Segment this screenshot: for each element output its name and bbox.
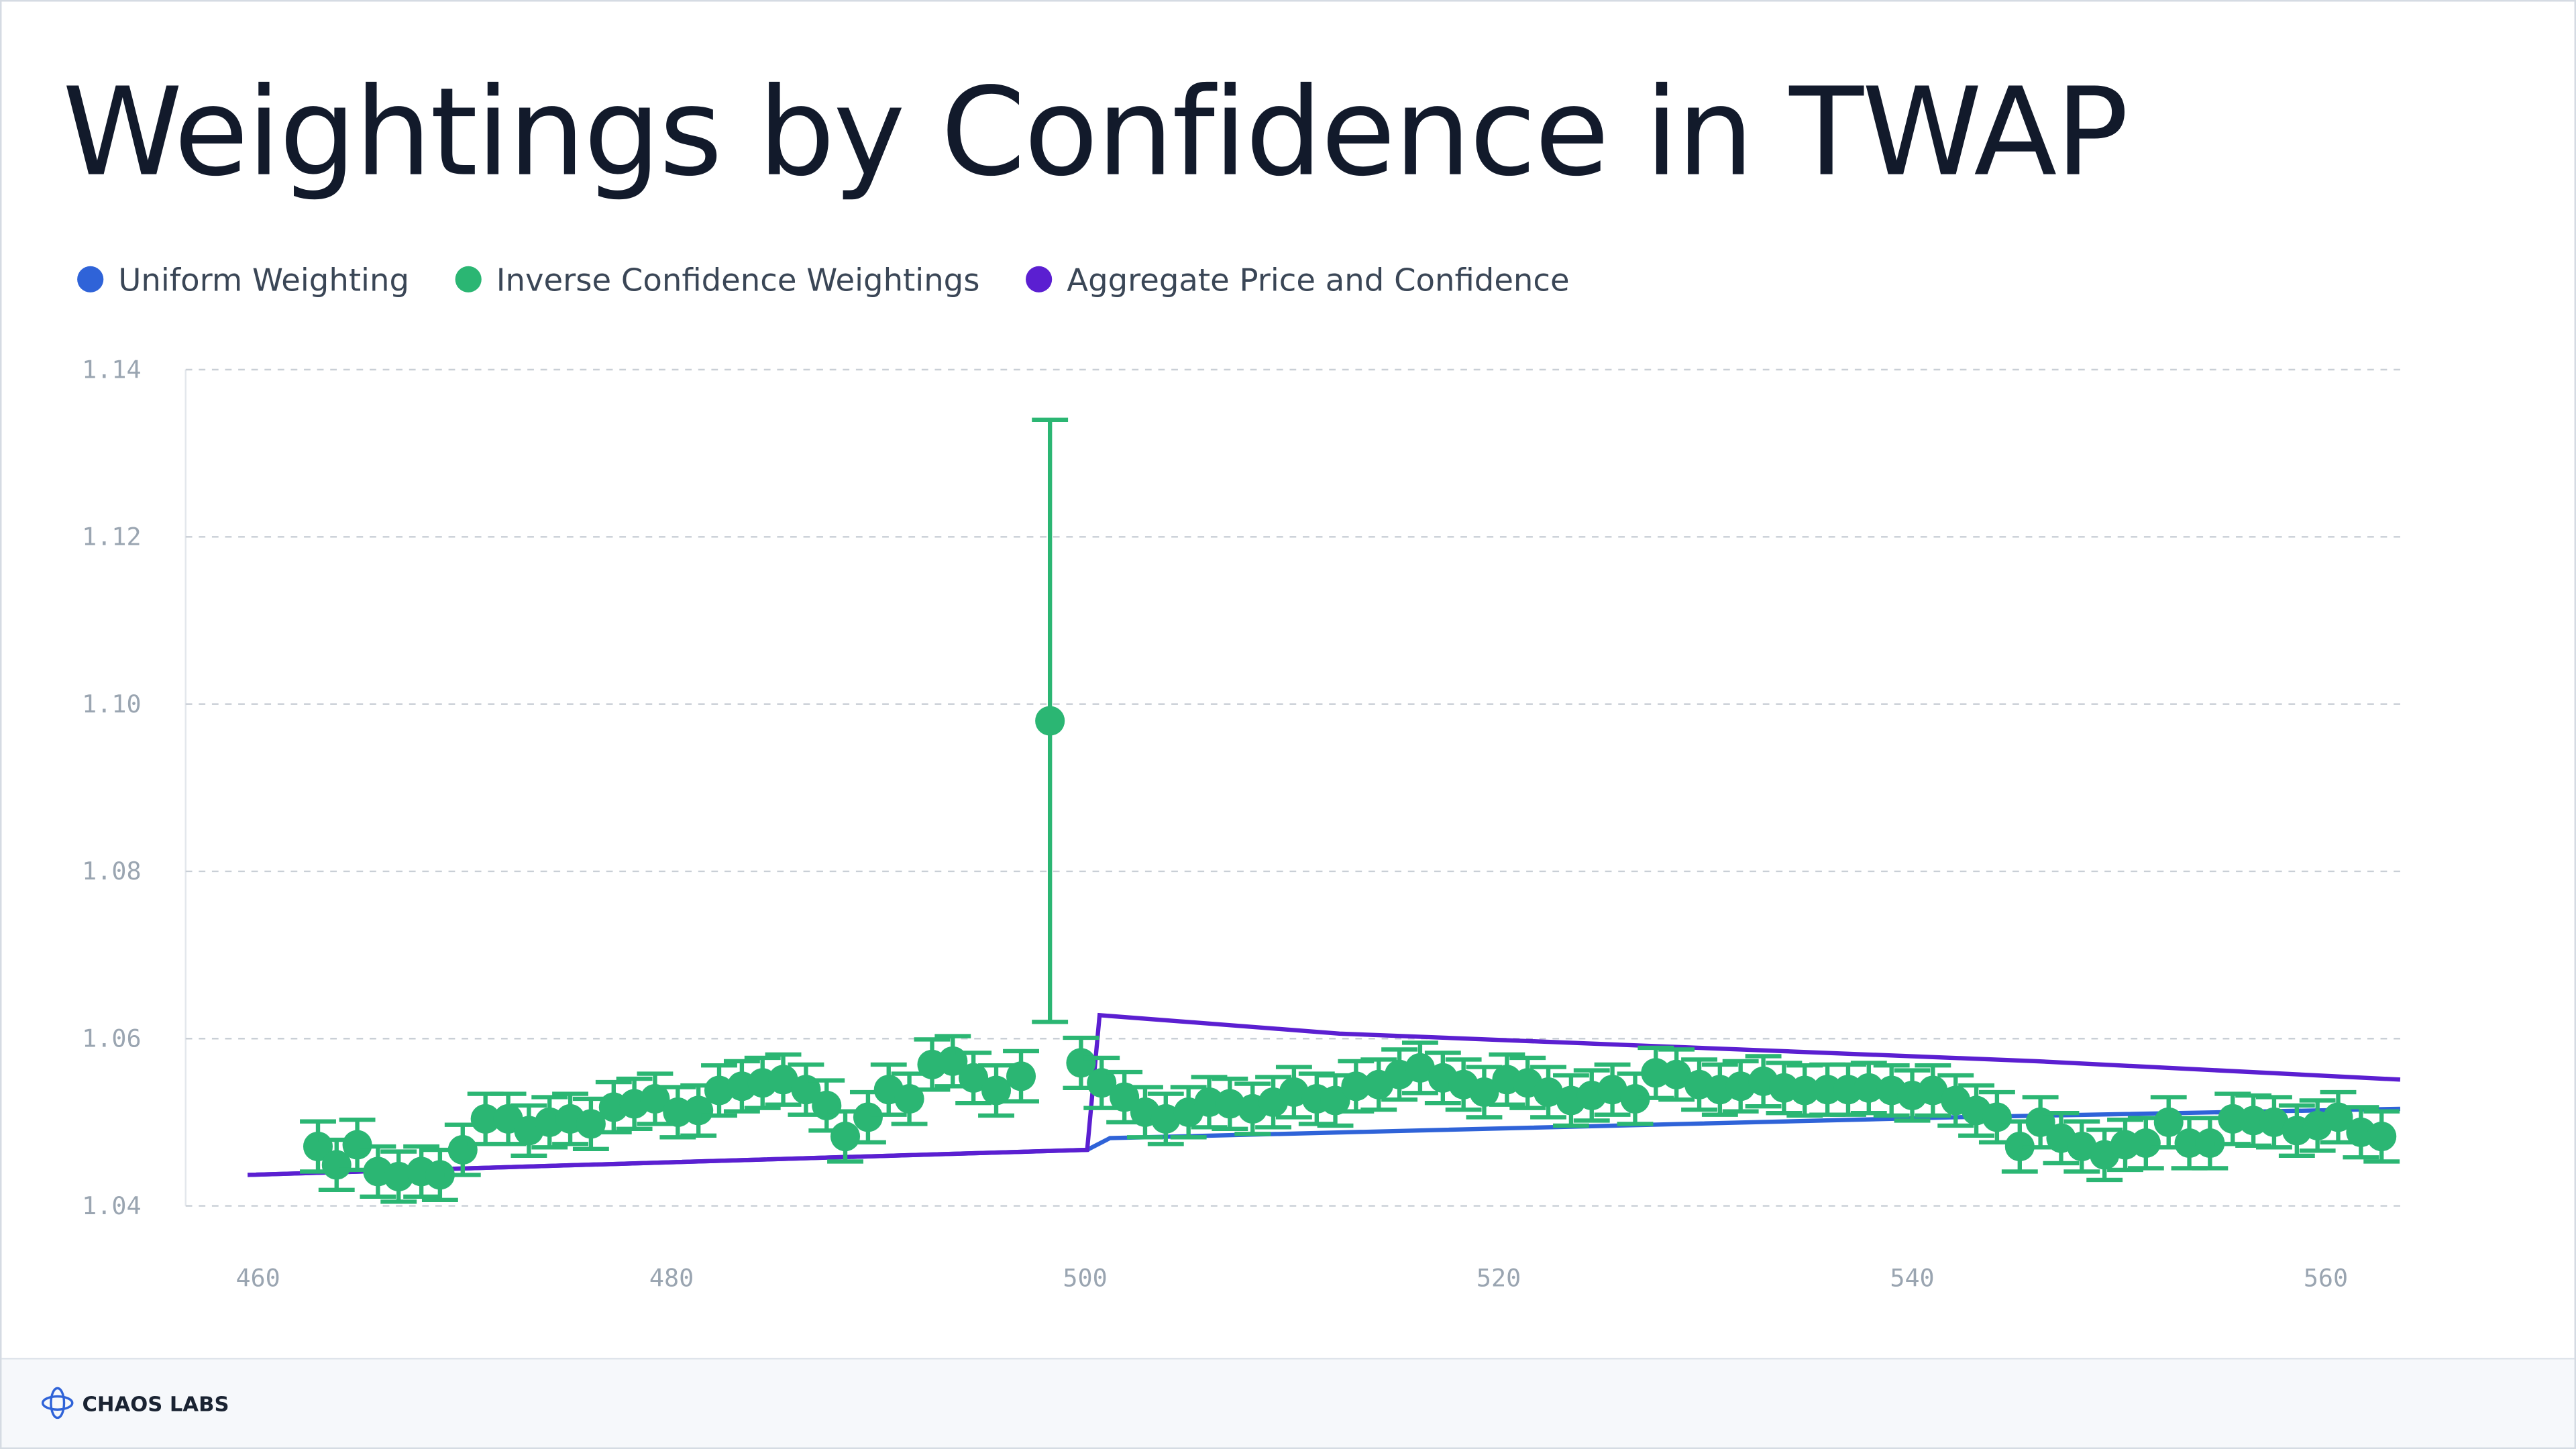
logo: [41, 1387, 74, 1419]
x-tick-label: 460: [235, 1264, 280, 1293]
point: [425, 1160, 455, 1190]
point: [1790, 1075, 1820, 1106]
y-tick-label: 1.10: [82, 690, 141, 718]
point: [684, 1095, 714, 1126]
point: [2259, 1107, 2289, 1137]
point: [1620, 1083, 1650, 1114]
y-tick-label: 1.12: [82, 523, 141, 551]
point: [768, 1065, 798, 1095]
point: [1405, 1053, 1435, 1083]
y-tick-label: 1.14: [82, 355, 141, 384]
point: [1341, 1071, 1371, 1102]
point: [1279, 1077, 1309, 1108]
x-tick-label: 520: [1477, 1264, 1521, 1293]
y-tick-label: 1.06: [82, 1024, 141, 1053]
point: [1035, 706, 1065, 736]
footer: [1, 1358, 2575, 1448]
y-tick-label: 1.04: [82, 1191, 141, 1220]
x-tick-label: 480: [649, 1264, 694, 1293]
point: [1982, 1102, 2012, 1132]
point: [1597, 1075, 1627, 1105]
point: [1813, 1075, 1843, 1105]
x-tick-label: 540: [1890, 1264, 1934, 1293]
point: [2004, 1132, 2035, 1162]
point: [1110, 1082, 1140, 1112]
point: [2131, 1128, 2161, 1159]
point: [2153, 1107, 2184, 1137]
point: [704, 1075, 735, 1106]
point: [2195, 1128, 2225, 1159]
point: [1662, 1059, 1692, 1089]
point: [1854, 1073, 1884, 1103]
point: [321, 1150, 352, 1180]
point: [812, 1090, 842, 1121]
chart-title: Weightings by Confidence in TWAP: [62, 62, 2127, 203]
x-tick-label: 560: [2304, 1264, 2348, 1293]
point: [1469, 1077, 1499, 1108]
point: [830, 1122, 861, 1152]
point: [1725, 1071, 1756, 1102]
point: [2067, 1132, 2097, 1162]
y-tick-label: 1.08: [82, 857, 141, 885]
point: [1006, 1061, 1036, 1091]
legend-marker: [77, 266, 104, 292]
brand: CHAOS LABS: [82, 1393, 229, 1417]
point: [853, 1102, 883, 1132]
legend-marker: [1026, 266, 1053, 292]
legend-label: Uniform Weighting: [118, 262, 409, 298]
point: [981, 1075, 1012, 1106]
point: [1918, 1075, 1948, 1106]
legend: Uniform Weighting Inverse Confidence Weig…: [77, 262, 1570, 298]
point: [640, 1083, 670, 1114]
point: [384, 1161, 414, 1191]
point: [1533, 1077, 1564, 1108]
legend-label: Inverse Confidence Weightings: [496, 262, 980, 298]
point: [1150, 1104, 1181, 1134]
point: [1320, 1085, 1350, 1116]
point: [447, 1134, 478, 1165]
series-line: [248, 1012, 2401, 1177]
point: [2323, 1102, 2353, 1132]
legend-marker: [455, 266, 482, 292]
point: [2174, 1128, 2204, 1159]
point: [1066, 1048, 1096, 1078]
point: [342, 1130, 372, 1160]
point: [470, 1104, 500, 1134]
point: [959, 1063, 989, 1093]
legend-label: Aggregate Price and Confidence: [1067, 262, 1569, 298]
point: [2367, 1122, 2397, 1152]
x-tick-label: 500: [1063, 1264, 1107, 1293]
point: [1087, 1068, 1117, 1098]
point: [1215, 1089, 1245, 1119]
